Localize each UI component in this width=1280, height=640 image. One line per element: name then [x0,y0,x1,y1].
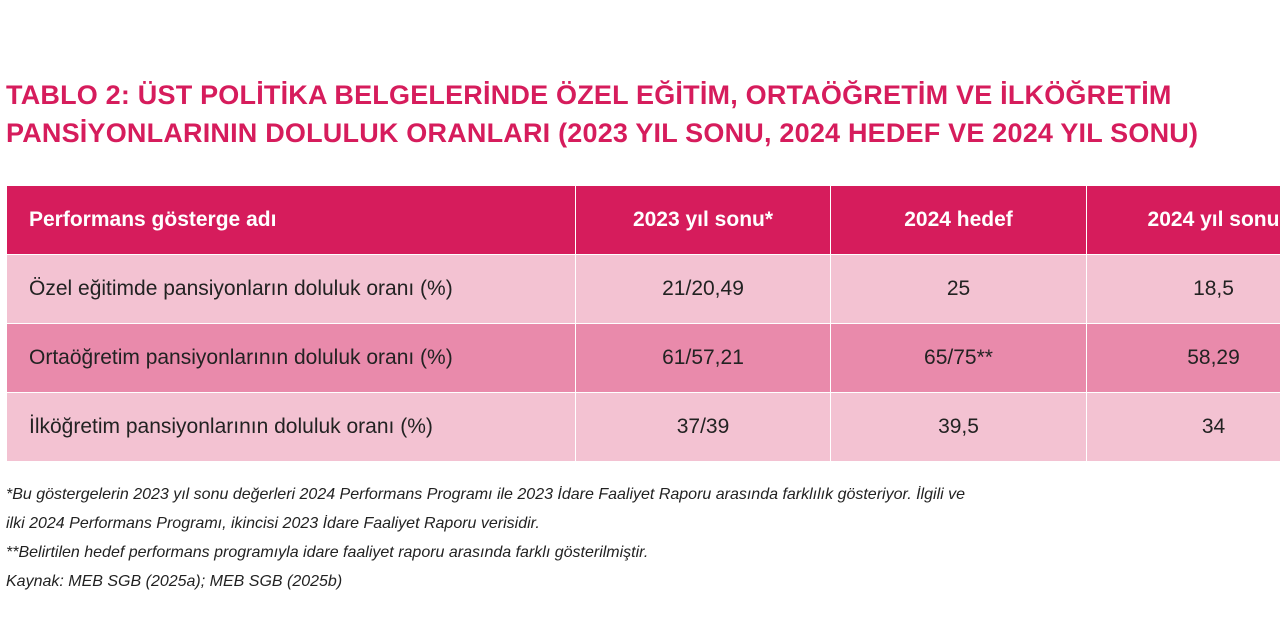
cell-2024-target: 25 [830,254,1087,324]
table-row: İlköğretim pansiyonlarının doluluk oranı… [6,392,1280,462]
table-container: Performans gösterge adı 2023 yıl sonu* 2… [6,185,1280,462]
table-title-line-2: PANSİYONLARININ DOLULUK ORANLARI (2023 Y… [6,118,1199,148]
cell-2023-year-end: 61/57,21 [575,323,831,393]
cell-2024-target: 39,5 [830,392,1087,462]
table-title-line-1: TABLO 2: ÜST POLİTİKA BELGELERİNDE ÖZEL … [6,80,1172,110]
cell-2024-year-end: 34 [1086,392,1280,462]
header-2024-year-end: 2024 yıl sonu [1086,185,1280,255]
cell-2024-year-end: 58,29 [1086,323,1280,393]
table-header-row: Performans gösterge adı 2023 yıl sonu* 2… [6,185,1280,255]
table-title: TABLO 2: ÜST POLİTİKA BELGELERİNDE ÖZEL … [6,76,1198,152]
cell-2023-year-end: 37/39 [575,392,831,462]
row-label: Ortaöğretim pansiyonlarının doluluk oran… [6,323,576,393]
table-footnotes: *Bu göstergelerin 2023 yıl sonu değerler… [6,480,1280,596]
source-note: Kaynak: MEB SGB (2025a); MEB SGB (2025b) [6,573,343,590]
footnote-1-line-2: ilki 2024 Performans Programı, ikincisi … [6,515,540,532]
footnote-2: **Belirtilen hedef performans programıyl… [6,544,649,561]
header-2023-year-end: 2023 yıl sonu* [575,185,831,255]
header-2024-target: 2024 hedef [830,185,1087,255]
table-row: Özel eğitimde pansiyonların doluluk oran… [6,254,1280,324]
footnote-1-line-1: *Bu göstergelerin 2023 yıl sonu değerler… [6,486,966,503]
cell-2024-year-end: 18,5 [1086,254,1280,324]
row-label: İlköğretim pansiyonlarının doluluk oranı… [6,392,576,462]
cell-2024-target: 65/75** [830,323,1087,393]
header-indicator-name: Performans gösterge adı [6,185,576,255]
occupancy-table: Performans gösterge adı 2023 yıl sonu* 2… [6,185,1280,462]
table-row: Ortaöğretim pansiyonlarının doluluk oran… [6,323,1280,393]
cell-2023-year-end: 21/20,49 [575,254,831,324]
row-label: Özel eğitimde pansiyonların doluluk oran… [6,254,576,324]
